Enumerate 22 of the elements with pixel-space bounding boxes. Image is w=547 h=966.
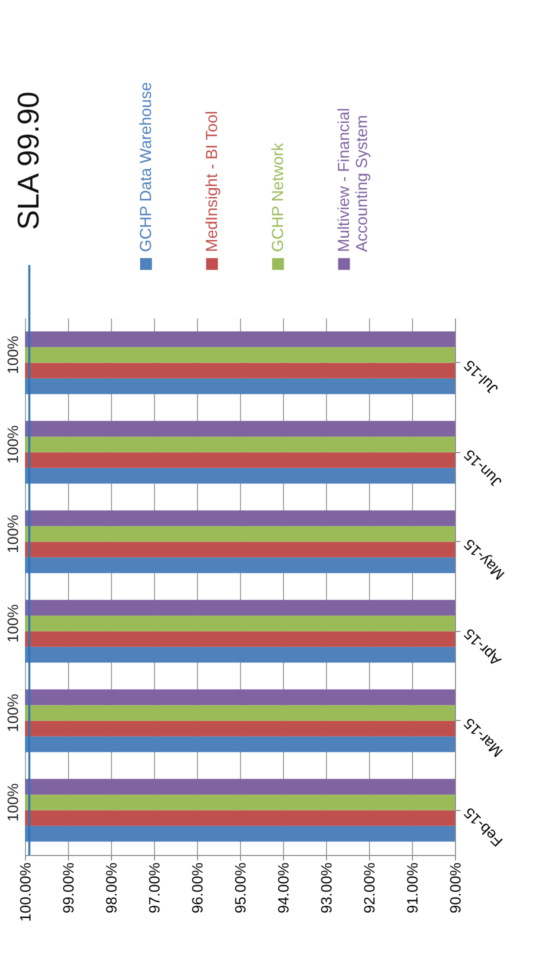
ref-line-label: SLA 99.90: [12, 92, 46, 230]
x-tick-label: 99.00%: [60, 862, 78, 914]
text: MedInsight - BI Tool: [204, 110, 221, 252]
data-label: 100%: [5, 783, 22, 822]
x-tick-label: 97.00%: [146, 862, 164, 914]
data-label: 100%: [5, 694, 22, 732]
text: GCHP Data Warehouse: [138, 82, 155, 252]
x-tick-label: 98.00%: [104, 862, 120, 914]
x-tick-label: 94.00%: [276, 862, 292, 914]
x-tick-label: 91.00%: [404, 862, 422, 914]
data-label: 100%: [5, 425, 22, 464]
x-tick-label: 90.00%: [448, 862, 464, 914]
text: GCHP Network: [270, 142, 287, 252]
data-label: 100%: [5, 514, 22, 554]
x-tick-label: 95.00%: [232, 862, 250, 914]
data-label: 100%: [5, 336, 22, 374]
x-tick-label: 92.00%: [362, 862, 378, 914]
data-label: 100%: [5, 604, 22, 643]
x-tick-label: 100.00%: [18, 862, 34, 922]
x-tick-label: 93.00%: [318, 862, 336, 914]
x-tick-label: 96.00%: [190, 862, 206, 914]
text: Multiview - Financial Accounting System: [336, 108, 371, 252]
